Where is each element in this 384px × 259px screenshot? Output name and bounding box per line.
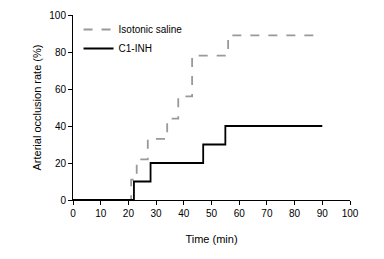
svg-text:90: 90 — [317, 208, 329, 219]
svg-text:20: 20 — [55, 158, 67, 169]
svg-text:60: 60 — [55, 84, 67, 95]
svg-text:Arterial occlusion rate (%): Arterial occlusion rate (%) — [31, 45, 43, 171]
svg-text:10: 10 — [95, 208, 107, 219]
svg-text:50: 50 — [206, 208, 218, 219]
svg-text:30: 30 — [151, 208, 163, 219]
svg-text:0: 0 — [60, 195, 66, 206]
svg-text:40: 40 — [55, 121, 67, 132]
svg-text:100: 100 — [49, 10, 66, 21]
svg-text:70: 70 — [261, 208, 273, 219]
svg-text:40: 40 — [178, 208, 190, 219]
svg-text:100: 100 — [342, 208, 359, 219]
svg-text:C1-INH: C1-INH — [119, 43, 152, 54]
svg-text:Isotonic saline: Isotonic saline — [119, 24, 183, 35]
svg-text:0: 0 — [70, 208, 76, 219]
svg-text:80: 80 — [55, 47, 67, 58]
svg-text:80: 80 — [289, 208, 301, 219]
svg-text:20: 20 — [123, 208, 135, 219]
svg-text:60: 60 — [234, 208, 246, 219]
svg-text:Time (min): Time (min) — [185, 233, 237, 245]
